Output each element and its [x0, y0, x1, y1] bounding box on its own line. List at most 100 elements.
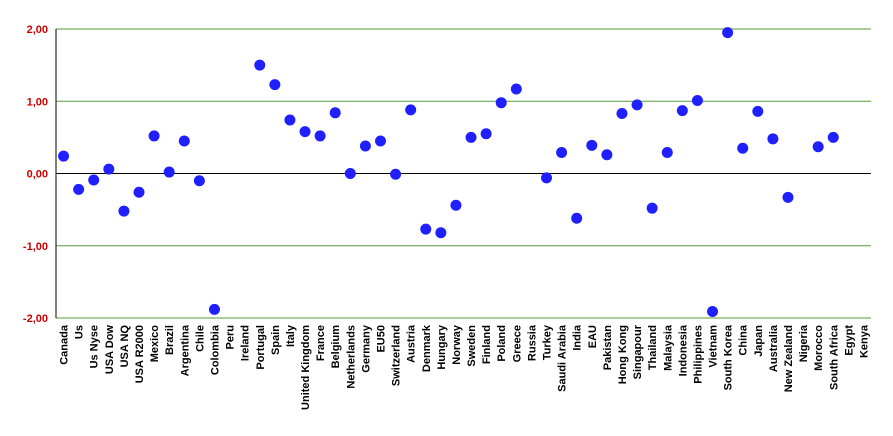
x-tick-label: Colombia — [209, 324, 221, 375]
x-tick-label: Canada — [59, 324, 71, 365]
x-tick-label: Switzerland — [391, 325, 403, 386]
x-tick-label: Hungary — [436, 324, 448, 370]
y-tick-label: 2,00 — [27, 24, 48, 36]
y-tick-label: -2,00 — [23, 313, 48, 325]
x-tick-label: India — [572, 324, 584, 351]
x-tick-label: EU50 — [375, 325, 387, 353]
point — [782, 191, 794, 203]
point — [450, 199, 462, 211]
x-tick-label: Egypt — [843, 325, 855, 356]
x-tick-label: Denmark — [421, 324, 433, 372]
point — [722, 27, 734, 39]
x-tick-label: Norway — [451, 324, 463, 365]
point — [812, 141, 824, 153]
point — [691, 95, 703, 107]
point — [707, 305, 719, 317]
y-tick-label: -1,00 — [23, 241, 48, 253]
point — [420, 223, 432, 235]
x-tick-label: New Zealand — [783, 325, 795, 392]
x-tick-label: Sweden — [466, 325, 478, 367]
point — [737, 142, 749, 154]
point — [103, 163, 115, 175]
x-tick-label: Ireland — [240, 325, 252, 361]
point — [676, 105, 688, 117]
point — [163, 166, 175, 178]
point — [148, 130, 160, 142]
x-tick-label: Poland — [496, 325, 508, 362]
x-tick-label: Singapour — [632, 324, 644, 379]
x-tick-label: Peru — [225, 325, 237, 349]
point — [314, 130, 326, 142]
x-tick-label: United Kingdom — [300, 325, 312, 410]
point — [767, 133, 779, 145]
x-tick-label: Austria — [406, 324, 418, 363]
point — [299, 126, 311, 138]
x-tick-label: Italy — [285, 324, 297, 347]
x-tick-label: Argentina — [179, 324, 191, 376]
x-tick-label: Saudi Arabia — [557, 324, 569, 392]
x-tick-label: Finland — [481, 325, 493, 364]
x-tick-label: Netherlands — [345, 325, 357, 389]
x-tick-label: Thailand — [647, 325, 659, 370]
point — [193, 175, 205, 187]
point — [208, 303, 220, 315]
x-tick-label: South Africa — [828, 324, 840, 390]
point — [254, 59, 266, 71]
x-tick-label: Indonesia — [677, 324, 689, 376]
point — [601, 149, 613, 161]
point — [465, 131, 477, 143]
x-tick-label: EAU — [587, 325, 599, 348]
x-tick-label: Australia — [768, 324, 780, 372]
point — [329, 107, 341, 119]
point — [88, 174, 100, 186]
x-tick-label: Russia — [526, 324, 538, 361]
point — [73, 183, 85, 195]
x-tick-label: USA R2000 — [134, 325, 146, 383]
x-tick-label: Portugal — [255, 325, 267, 370]
x-tick-label: China — [738, 324, 750, 355]
x-tick-label: Philippines — [692, 325, 704, 384]
point — [556, 147, 568, 159]
x-tick-label: Morocco — [813, 325, 825, 371]
x-tick-label: Nigeria — [798, 324, 810, 362]
x-tick-label: Vietnam — [708, 325, 720, 368]
x-tick-label: Turkey — [542, 324, 554, 360]
point — [344, 168, 356, 179]
x-tick-label: South Korea — [723, 324, 735, 390]
point — [510, 83, 522, 95]
point — [586, 139, 598, 151]
x-tick-label: Brazil — [164, 325, 176, 355]
x-tick-label: Kenya — [858, 324, 870, 358]
x-tick-label: Mexico — [149, 325, 161, 363]
point — [571, 212, 583, 224]
point — [133, 186, 145, 198]
x-tick-label: Us Nyse — [89, 325, 101, 368]
x-tick-label: Belgium — [330, 325, 342, 369]
point — [752, 105, 764, 117]
point — [374, 135, 386, 147]
x-tick-label: Chile — [194, 325, 206, 352]
point — [284, 114, 296, 126]
point — [269, 79, 281, 91]
y-tick-label: 0,00 — [27, 169, 48, 181]
point — [118, 205, 130, 217]
point — [661, 147, 673, 159]
point — [827, 131, 839, 143]
x-tick-label: USA Dow — [104, 325, 116, 375]
point — [178, 135, 190, 147]
x-tick-label: Japan — [753, 325, 765, 357]
point — [480, 128, 492, 140]
point — [541, 172, 553, 184]
point — [631, 99, 643, 111]
point — [390, 168, 402, 180]
point — [616, 108, 628, 120]
point — [646, 202, 658, 214]
point — [58, 150, 70, 162]
y-tick-label: 1,00 — [27, 96, 48, 108]
x-tick-label: Hong Kong — [617, 325, 629, 384]
x-tick-label: Greece — [511, 325, 523, 362]
x-tick-label: Spain — [270, 325, 282, 355]
point — [435, 227, 447, 239]
x-tick-label: France — [315, 325, 327, 361]
